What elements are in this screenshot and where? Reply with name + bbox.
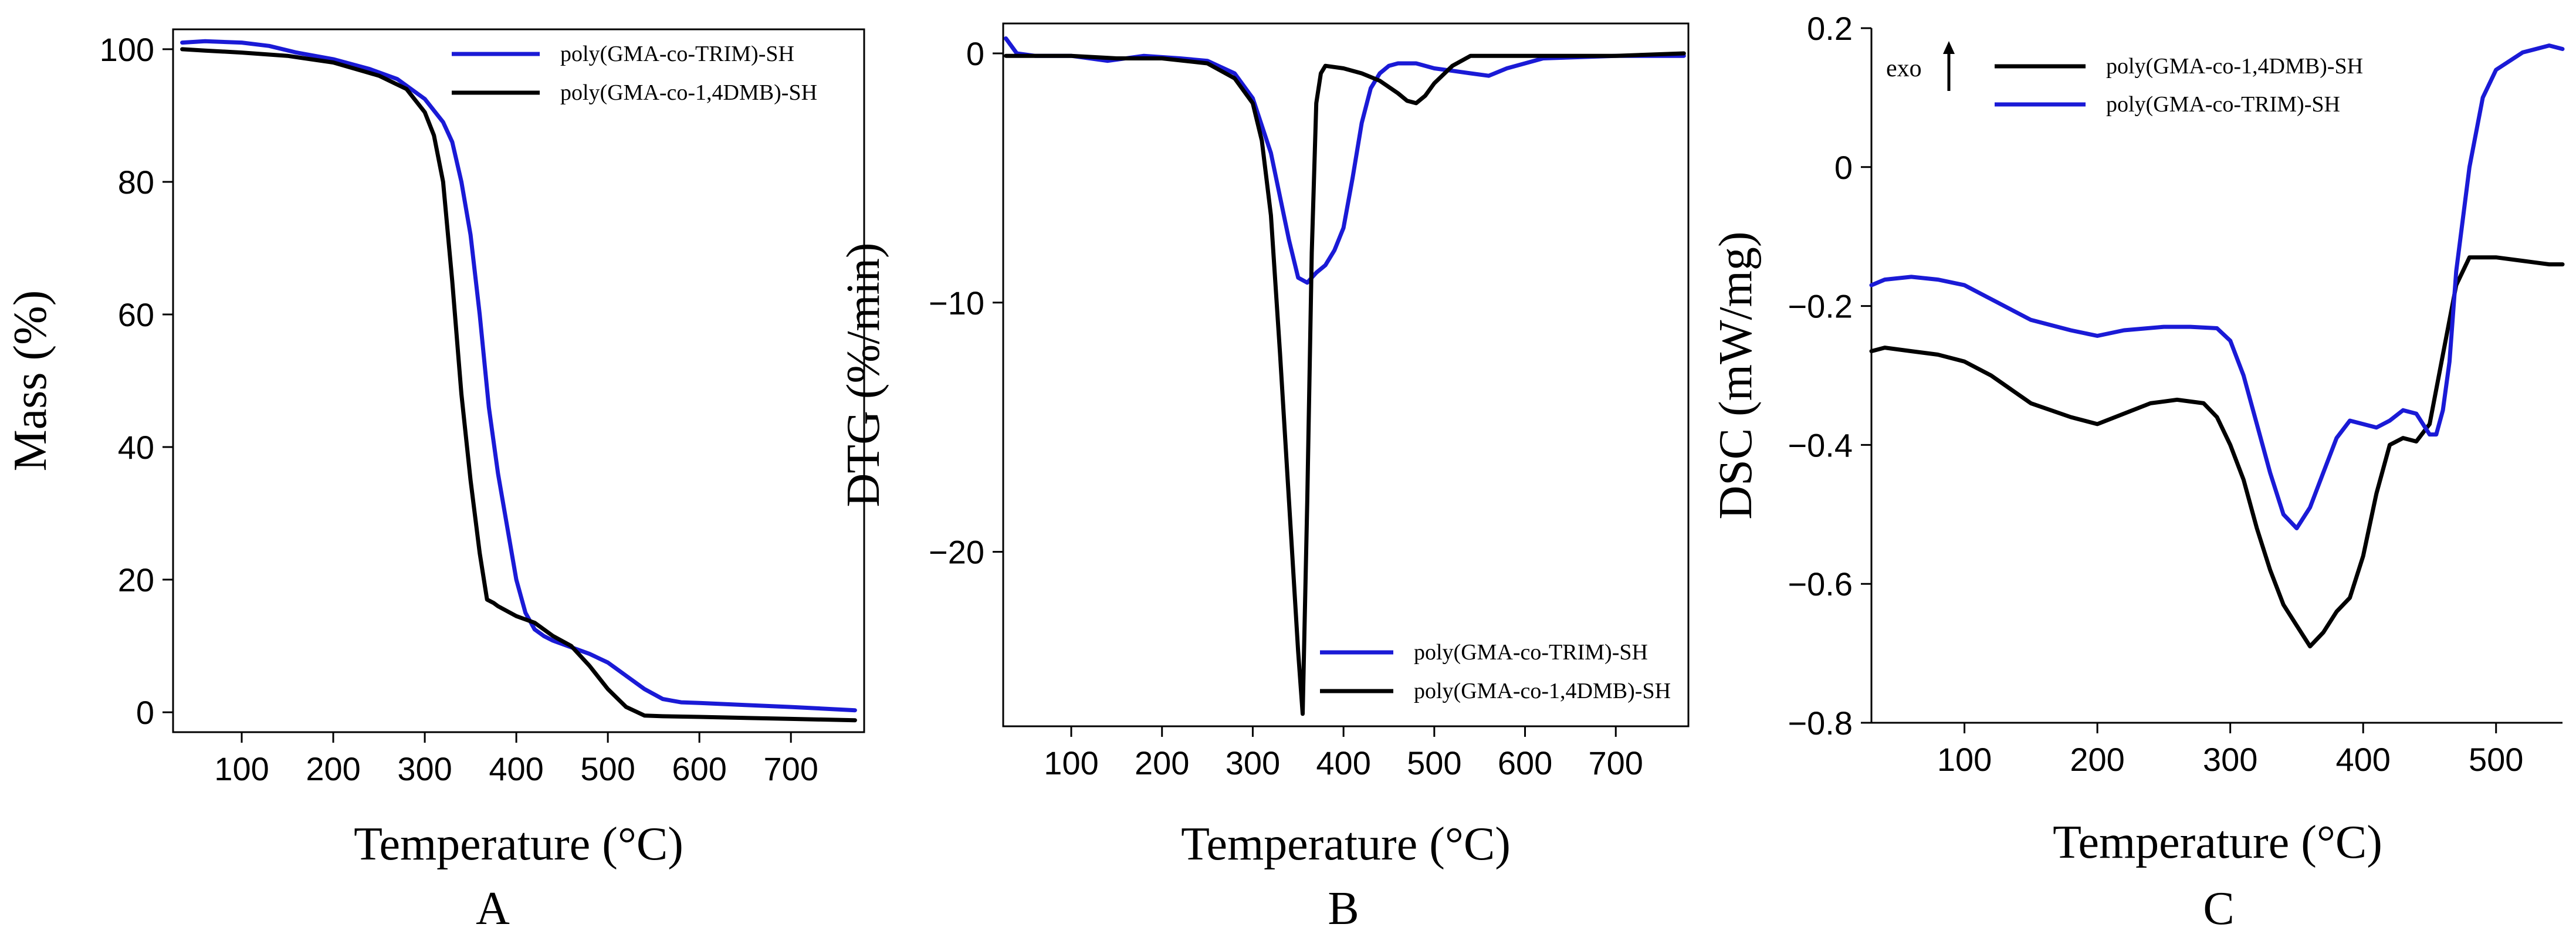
legend-label-dmb-c: poly(GMA-co-1,4DMB)-SH xyxy=(2106,54,2363,79)
panel-b: 100 200 300 400 500 600 700 0 −10 −20 poly(GMA-c… xyxy=(838,22,1690,935)
legend-b: poly(GMA-co-TRIM)-SH poly(GMA-co-1,4DMB)… xyxy=(1320,640,1671,703)
x-tick-label-c: 400 xyxy=(2335,741,2390,778)
y-axis-label-b: DTG (%/min) xyxy=(838,242,889,507)
x-tick-label-b: 200 xyxy=(1135,744,1189,781)
plot-frame-b xyxy=(1002,22,1690,727)
series-line-trim-a xyxy=(180,39,857,713)
x-tick-label-a: 200 xyxy=(306,750,360,787)
x-tick-label-c: 300 xyxy=(2203,741,2257,778)
x-tick-label-c: 100 xyxy=(1937,741,1992,778)
y-tick-label-a: 60 xyxy=(118,296,154,333)
y-tick-label-b: 0 xyxy=(966,35,984,72)
y-tick-label-c: 0.2 xyxy=(1807,10,1853,47)
y-tick-label-c: −0.4 xyxy=(1788,427,1853,463)
x-tick-label-a: 400 xyxy=(489,750,543,787)
y-tick-label-a: 0 xyxy=(136,694,154,731)
x-axis-label-a: Temperature (°C) xyxy=(354,818,683,870)
series-line-trim-c xyxy=(1869,43,2565,530)
exo-arrow-icon xyxy=(1943,41,1955,91)
x-tick-label-b: 600 xyxy=(1498,744,1552,781)
exo-label: exo xyxy=(1886,55,1922,82)
x-tick-label-a: 700 xyxy=(763,750,818,787)
plot-frame-a xyxy=(172,28,865,733)
series-line-dmb-b xyxy=(1004,51,1686,716)
x-tick-label-a: 600 xyxy=(672,750,726,787)
series-b xyxy=(1004,36,1686,716)
x-tick-label-c: 500 xyxy=(2469,741,2523,778)
series-c xyxy=(1869,43,2565,649)
y-tick-label-c: −0.2 xyxy=(1788,288,1853,325)
y-tick-label-c: 0 xyxy=(1834,149,1853,186)
y-ticks-a: 0 20 40 60 80 100 xyxy=(100,31,173,731)
x-ticks-c: 100 200 300 400 500 xyxy=(1937,723,2523,778)
legend-label-trim-c: poly(GMA-co-TRIM)-SH xyxy=(2106,92,2340,117)
legend-label-dmb-a: poly(GMA-co-1,4DMB)-SH xyxy=(560,80,817,105)
panel-letter-c: C xyxy=(2203,883,2234,935)
x-tick-label-a: 300 xyxy=(397,750,452,787)
y-tick-label-b: −10 xyxy=(929,285,984,321)
panel-letter-b: B xyxy=(1328,883,1359,935)
x-axis-label-b: Temperature (°C) xyxy=(1181,818,1511,870)
legend-label-trim-b: poly(GMA-co-TRIM)-SH xyxy=(1414,640,1648,665)
x-ticks-a: 100 200 300 400 500 600 700 xyxy=(214,732,818,787)
y-tick-label-b: −20 xyxy=(929,534,984,571)
y-ticks-c: 0.2 0 −0.2 −0.4 −0.6 −0.8 xyxy=(1788,10,1871,742)
panel-a: 100 200 300 400 500 600 700 0 20 40 60 80 100 poly(… xyxy=(5,28,865,935)
x-tick-label-b: 400 xyxy=(1316,744,1370,781)
legend-label-dmb-b: poly(GMA-co-1,4DMB)-SH xyxy=(1414,679,1671,703)
x-tick-label-b: 500 xyxy=(1407,744,1461,781)
y-axis-label-c: DSC (mW/mg) xyxy=(1710,231,1762,519)
legend-a: poly(GMA-co-TRIM)-SH poly(GMA-co-1,4DMB)… xyxy=(452,42,817,105)
x-tick-label-b: 700 xyxy=(1589,744,1643,781)
panel-c: 100 200 300 400 500 0.2 0 −0.2 −0.4 −0.6 −0.8 exo… xyxy=(1710,10,2565,935)
y-tick-label-c: −0.6 xyxy=(1788,566,1853,602)
y-tick-label-a: 40 xyxy=(118,429,154,466)
legend-label-trim-a: poly(GMA-co-TRIM)-SH xyxy=(560,42,794,66)
x-tick-label-a: 100 xyxy=(214,750,269,787)
y-axis-label-a: Mass (%) xyxy=(5,290,56,472)
y-ticks-b: 0 −10 −20 xyxy=(929,35,1003,571)
series-line-trim-b xyxy=(1004,36,1686,285)
x-tick-label-b: 100 xyxy=(1044,744,1098,781)
y-tick-label-a: 80 xyxy=(118,164,154,201)
series-a xyxy=(180,39,857,723)
series-line-dmb-c xyxy=(1869,255,2565,649)
x-tick-label-b: 300 xyxy=(1226,744,1280,781)
axes-c xyxy=(1870,28,2563,724)
x-axis-label-c: Temperature (°C) xyxy=(2053,817,2382,868)
x-tick-label-a: 500 xyxy=(580,750,635,787)
x-ticks-b: 100 200 300 400 500 600 700 xyxy=(1044,726,1643,781)
y-tick-label-a: 20 xyxy=(118,561,154,598)
x-tick-label-c: 200 xyxy=(2070,741,2124,778)
legend-c: exo poly(GMA-co-1,4DMB)-SH poly(GMA-co-T… xyxy=(1886,41,2363,117)
panel-letter-a: A xyxy=(476,883,510,935)
y-tick-label-c: −0.8 xyxy=(1788,705,1853,742)
series-line-dmb-a xyxy=(180,47,857,723)
y-tick-label-a: 100 xyxy=(100,31,154,68)
